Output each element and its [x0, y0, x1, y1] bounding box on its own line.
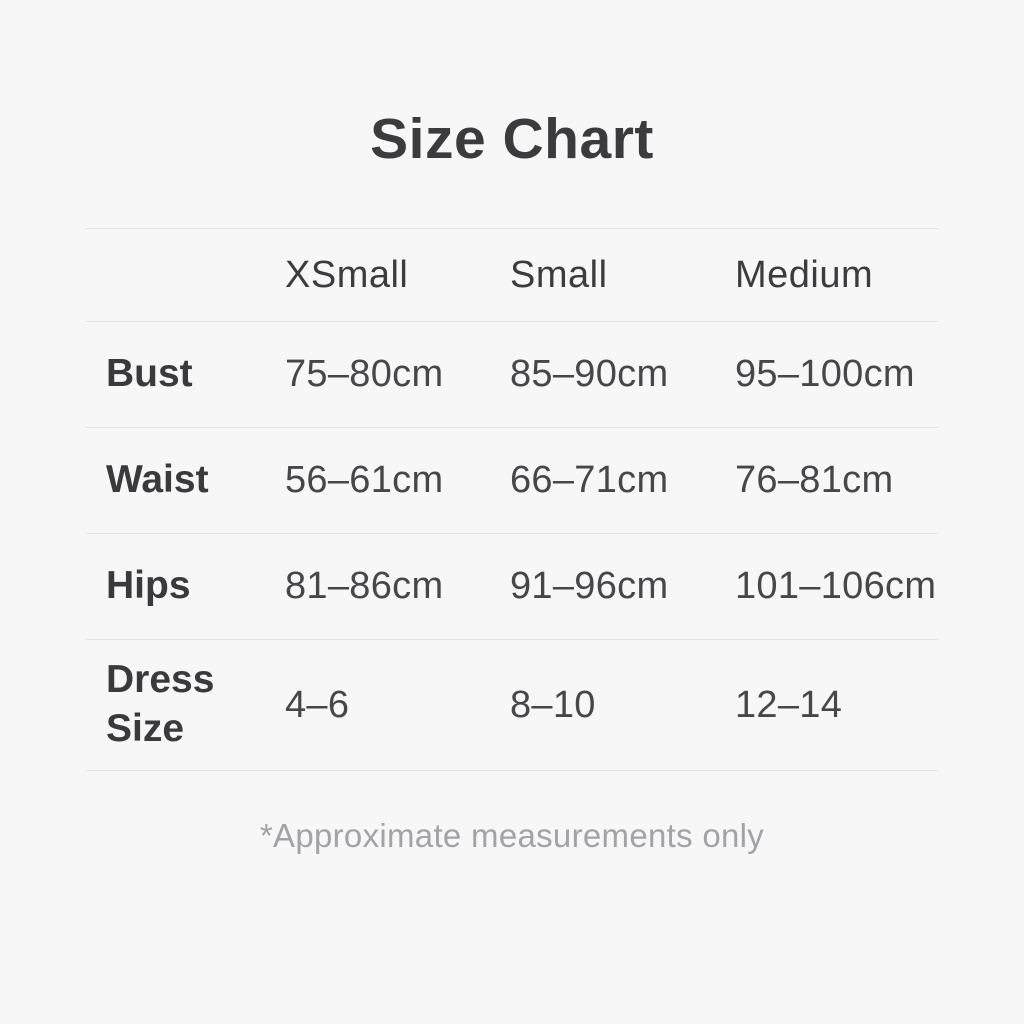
page-title: Size Chart — [370, 107, 654, 171]
dress-size-xsmall-value: 4–6 — [285, 683, 350, 726]
row-label-hips: Hips — [106, 564, 191, 608]
waist-small-value: 66–71cm — [510, 459, 669, 501]
column-header-medium: Medium — [735, 253, 874, 296]
size-chart-table: XSmall Small Medium Bust 75–80cm 85–90cm… — [86, 228, 938, 771]
table-header-row: XSmall Small Medium — [86, 229, 938, 322]
table-row-hips: Hips 81–86cm 91–96cm 101–106cm — [86, 534, 938, 640]
row-label-bust: Bust — [106, 352, 193, 396]
waist-xsmall-value: 56–61cm — [285, 459, 444, 501]
dress-size-small-value: 8–10 — [510, 683, 596, 726]
bust-small-value: 85–90cm — [510, 353, 669, 395]
table-row-bust: Bust 75–80cm 85–90cm 95–100cm — [86, 322, 938, 428]
bust-medium-value: 95–100cm — [735, 353, 915, 395]
hips-medium-value: 101–106cm — [735, 565, 937, 607]
table-row-dress-size: Dress Size 4–6 8–10 12–14 — [86, 640, 938, 771]
table-row-waist: Waist 56–61cm 66–71cm 76–81cm — [86, 428, 938, 534]
waist-medium-value: 76–81cm — [735, 459, 894, 501]
footnote: *Approximate measurements only — [259, 817, 765, 854]
bust-xsmall-value: 75–80cm — [285, 353, 444, 395]
row-label-dress-size: Dress Size — [106, 658, 215, 750]
row-label-waist: Waist — [106, 458, 209, 502]
hips-xsmall-value: 81–86cm — [285, 565, 444, 607]
dress-size-medium-value: 12–14 — [735, 683, 843, 726]
hips-small-value: 91–96cm — [510, 565, 669, 607]
column-header-xsmall: XSmall — [285, 253, 409, 296]
column-header-small: Small — [510, 253, 608, 296]
